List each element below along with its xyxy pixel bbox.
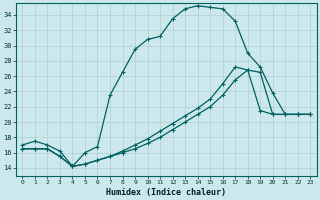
X-axis label: Humidex (Indice chaleur): Humidex (Indice chaleur) [106,188,226,197]
